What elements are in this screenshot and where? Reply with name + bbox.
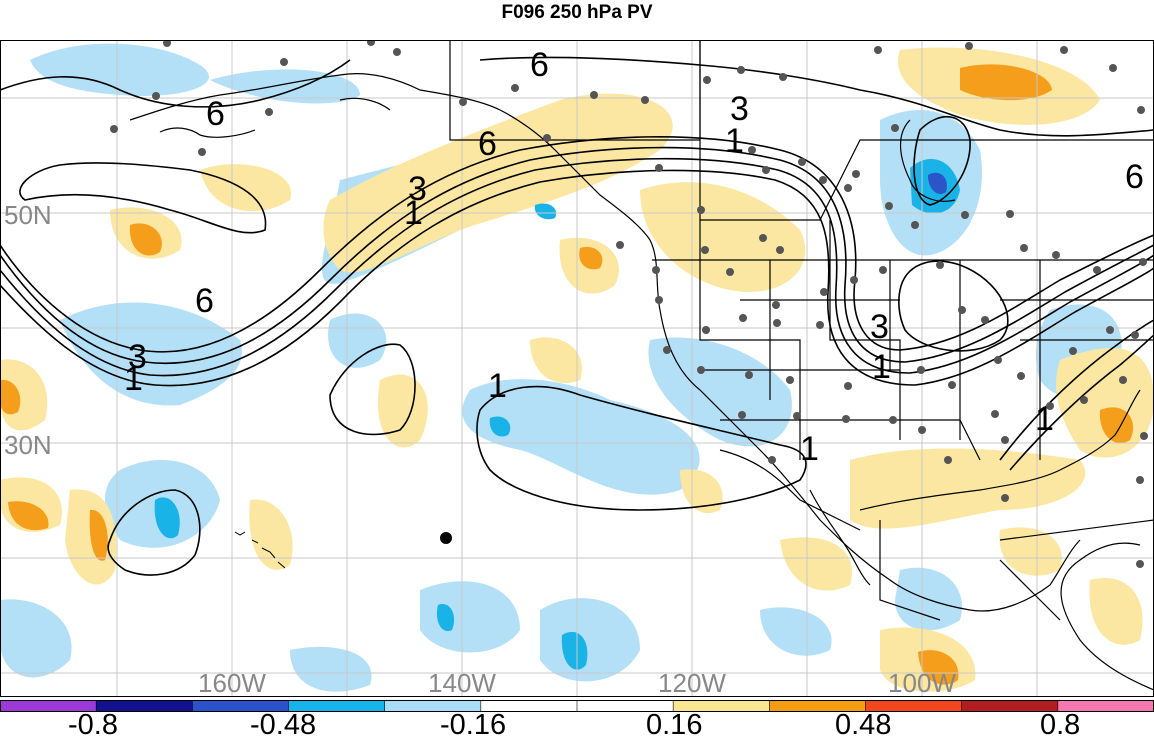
contour-label: 3 (870, 308, 889, 346)
contour-label: 6 (478, 125, 497, 163)
contour-label: 1 (725, 122, 744, 160)
colorbar-label: -0.8 (68, 709, 118, 741)
colorbar-cell (1057, 700, 1154, 712)
lat-label-30n: 30N (4, 430, 52, 460)
map-title: F096 250 hPa PV (501, 2, 653, 23)
lat-label-50n: 50N (4, 200, 52, 230)
graticule (0, 40, 1154, 697)
longitude-labels: 160W 140W 120W 100W (198, 668, 956, 697)
lon-label-160w: 160W (198, 668, 266, 697)
contour-label: 6 (195, 282, 214, 320)
contour-label: 6 (1125, 158, 1144, 196)
colorbar-label: 0.16 (646, 709, 703, 741)
marked-point (440, 532, 452, 544)
lon-label-140w: 140W (428, 668, 496, 697)
colorbar (0, 700, 1154, 712)
contour-labels: 6 6 6 6 6 3 3 3 3 1 1 1 1 1 1 1 (124, 46, 1144, 468)
colorbar-label: 0.8 (1040, 709, 1081, 741)
pv-map: 6 6 6 6 6 3 3 3 3 1 1 1 1 1 1 1 (0, 40, 1154, 697)
contour-label: 6 (530, 46, 549, 84)
contour-label: 1 (488, 367, 507, 405)
colorbar-label: -0.48 (250, 709, 317, 741)
colorbar-label: 0.48 (835, 709, 892, 741)
contour-label: 1 (124, 360, 143, 398)
lon-label-120w: 120W (658, 668, 726, 697)
contour-label: 3 (408, 170, 427, 208)
contour-label: 6 (206, 95, 225, 133)
islands (234, 531, 286, 569)
contour-label: 3 (128, 338, 147, 376)
lon-label-100w: 100W (888, 668, 956, 697)
height-contours (0, 56, 1154, 576)
contour-label: 1 (872, 348, 891, 386)
colorbar-label: -0.16 (440, 709, 507, 741)
contour-label: 1 (800, 430, 819, 468)
contour-label: 3 (730, 90, 749, 128)
latitude-labels: 50N 30N (4, 200, 52, 460)
contour-label: 1 (404, 194, 423, 232)
station-markers (110, 40, 1148, 568)
